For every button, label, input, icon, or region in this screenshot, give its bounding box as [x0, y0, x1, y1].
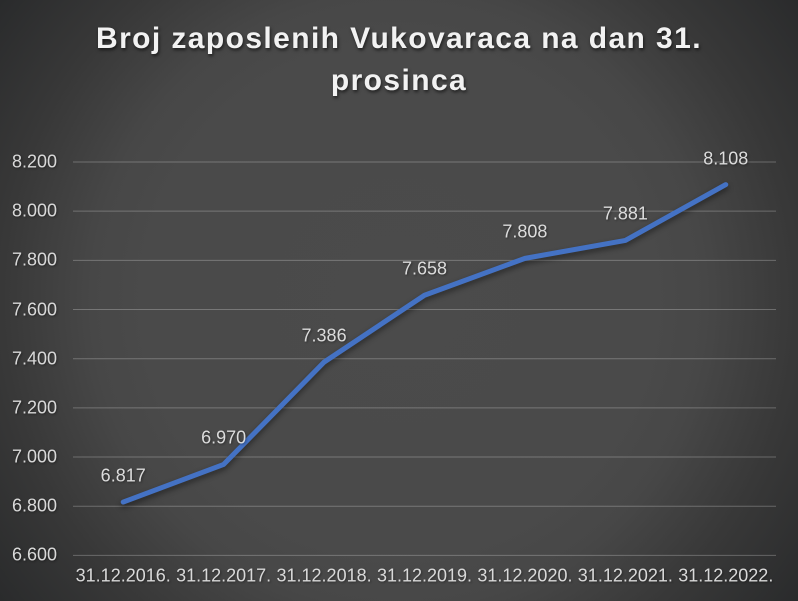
series-line	[120, 182, 729, 505]
x-category-label: 31.12.2022.	[678, 565, 774, 586]
y-tick-label: 8.200	[11, 151, 57, 172]
data-label: 7.386	[301, 325, 347, 346]
x-category-label: 31.12.2018.	[276, 565, 372, 586]
y-tick-label: 8.000	[11, 200, 57, 221]
y-tick-label: 6.800	[11, 495, 57, 516]
y-tick-label: 7.200	[11, 397, 57, 418]
data-label: 7.658	[401, 258, 448, 279]
data-label: 7.808	[502, 221, 548, 242]
data-label: 6.970	[201, 427, 247, 448]
x-category-label: 31.12.2017.	[176, 565, 272, 586]
y-tick-label: 7.000	[11, 446, 57, 467]
x-category-label: 31.12.2016.	[75, 565, 171, 586]
x-category-label: 31.12.2020.	[477, 565, 573, 586]
gridlines	[73, 161, 776, 556]
chart-title: Broj zaposlenih Vukovaraca na dan 31. pr…	[96, 22, 702, 97]
data-label: 8.108	[703, 148, 749, 169]
x-category-label: 31.12.2019.	[376, 565, 473, 586]
data-label: 7.881	[602, 203, 648, 224]
y-tick-label: 7.400	[11, 348, 57, 369]
y-tick-label: 7.600	[11, 299, 57, 320]
y-tick-label: 6.600	[11, 544, 57, 565]
data-label: 6.817	[100, 465, 146, 486]
x-category-label: 31.12.2021.	[577, 565, 673, 586]
y-tick-label: 7.800	[11, 249, 57, 270]
